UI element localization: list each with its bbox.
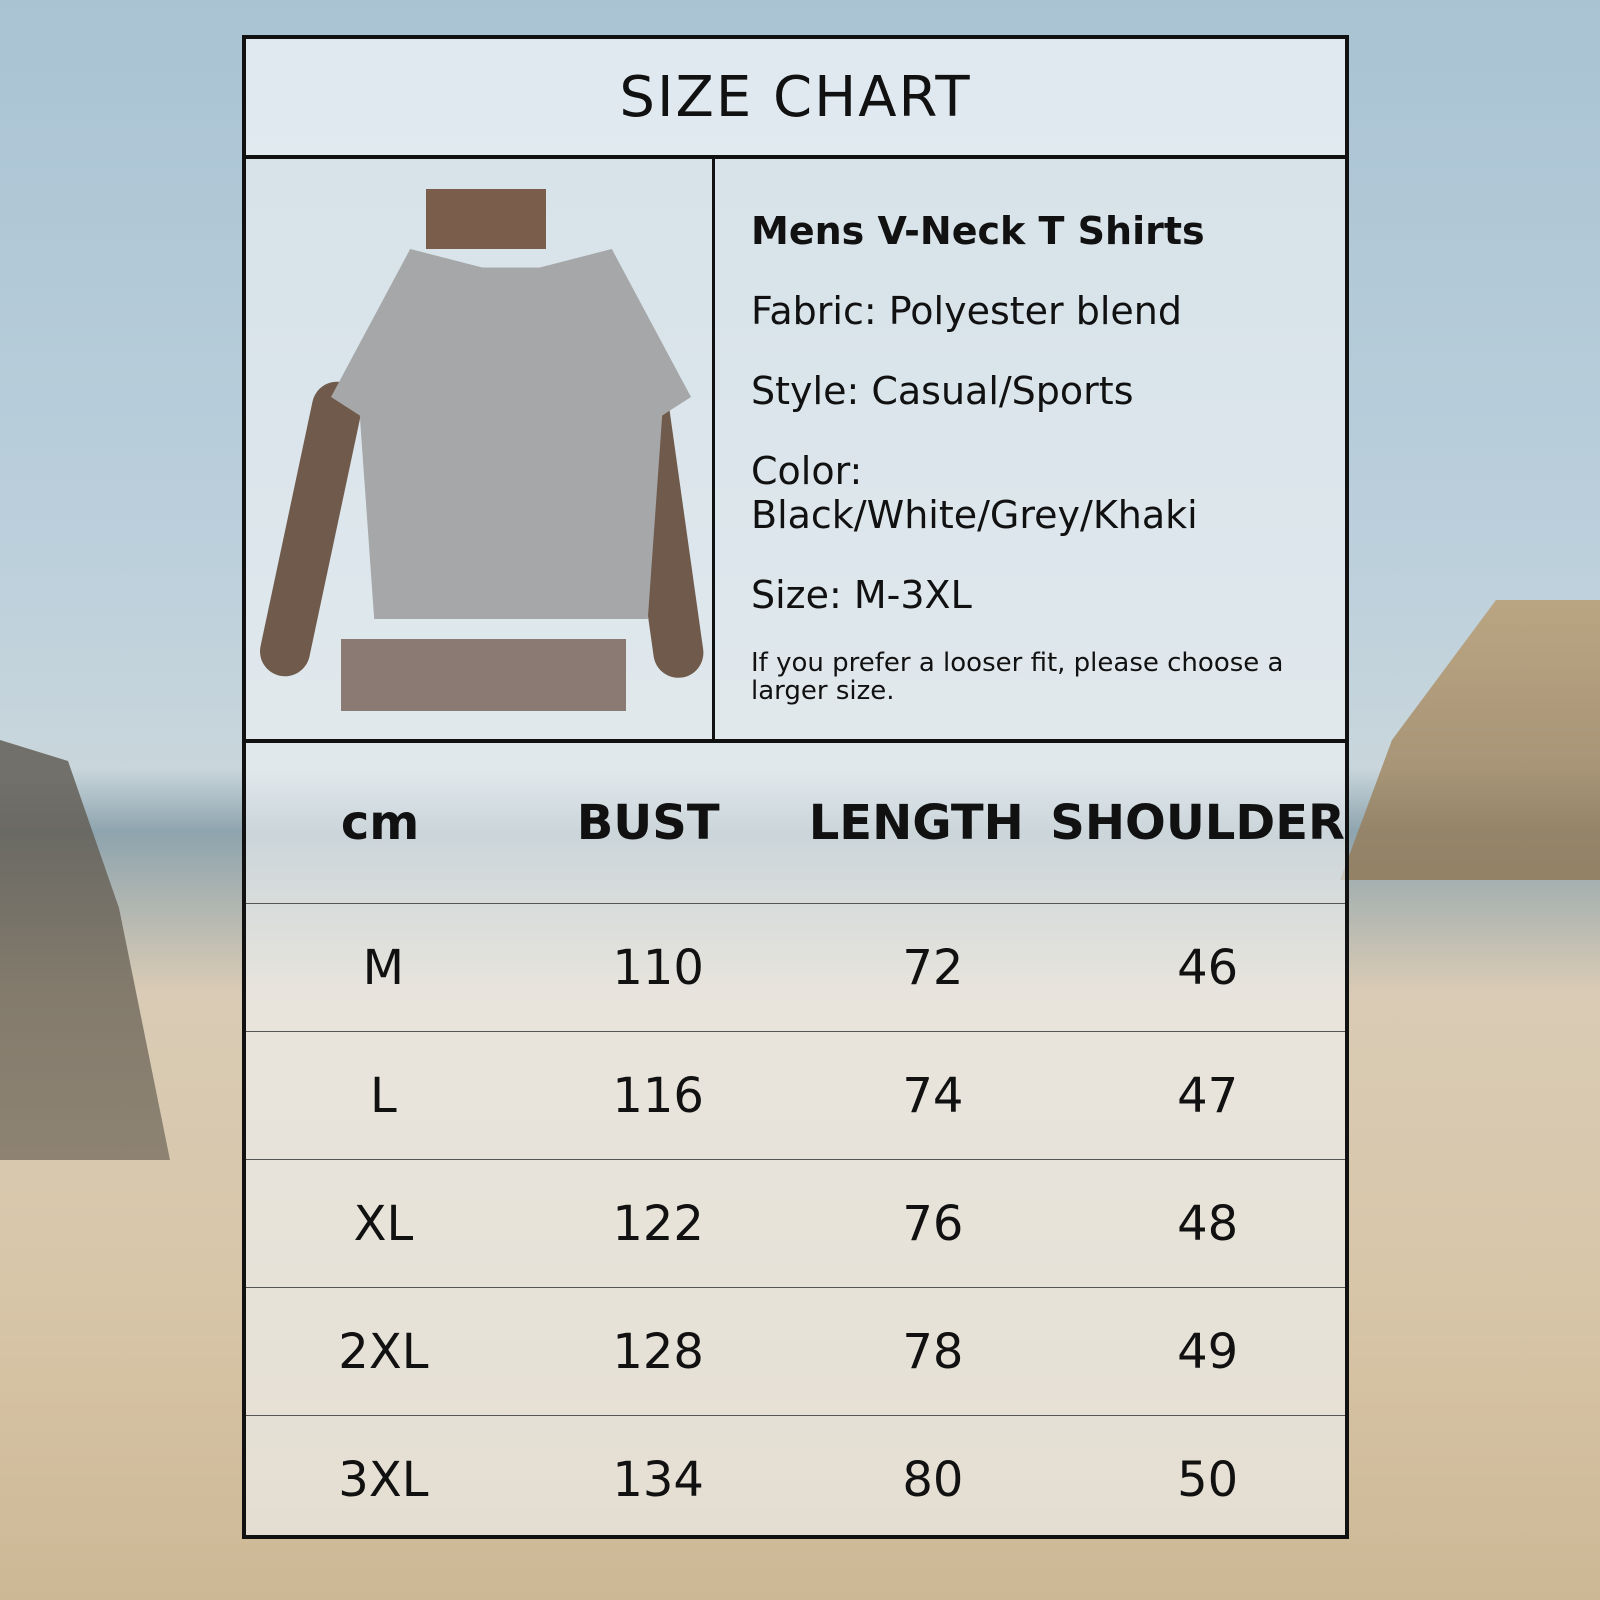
product-fabric: Fabric: Polyester blend [751,289,1183,333]
background-cliff [1340,600,1600,880]
title-row: SIZE CHART [246,39,1345,159]
size-table: cm BUST LENGTH SHOULDER M 110 72 46 L 116 74 47… [246,743,1345,1535]
header-cell: cm [340,795,420,851]
grey-shirt [331,249,691,619]
table-row: 2XL 128 78 49 [246,1288,1345,1416]
table-cell: 48 [1177,1195,1239,1252]
table-cell: 46 [1177,939,1239,996]
product-image [246,159,715,739]
table-cell: L [370,1067,397,1124]
table-cell: 47 [1177,1067,1239,1124]
table-cell: 122 [612,1195,704,1252]
product-style: Style: Casual/Sports [751,369,1134,413]
header-cell: SHOULDER [1050,795,1345,851]
table-cell: 128 [612,1323,704,1380]
product-name: Mens V-Neck T Shirts [751,209,1205,253]
table-cell: 134 [612,1451,704,1508]
product-info: Mens V-Neck T Shirts Fabric: Polyester b… [246,159,1345,743]
table-cell: 78 [902,1323,964,1380]
table-cell: 110 [612,939,704,996]
background-rock [0,740,170,1160]
table-cell: XL [353,1195,414,1252]
table-row: M 110 72 46 [246,904,1345,1032]
model-neck [426,189,546,249]
table-header: cm BUST LENGTH SHOULDER [246,743,1345,904]
table-cell: 74 [902,1067,964,1124]
size-chart-card: SIZE CHART Mens V-Neck T Shirts Fabric: … [242,35,1349,1539]
page-title: SIZE CHART [619,64,972,130]
fit-note: If you prefer a looser fit, please choos… [751,648,1284,706]
model-pants [341,639,626,711]
product-size: Size: M-3XL [751,573,972,617]
table-cell: 49 [1177,1323,1239,1380]
table-cell: 72 [902,939,964,996]
model-arm-left [255,377,367,681]
table-row: XL 122 76 48 [246,1160,1345,1288]
table-cell: 76 [902,1195,964,1252]
table-cell: M [362,939,405,996]
table-row: L 116 74 47 [246,1032,1345,1160]
table-row: 3XL 134 80 50 [246,1416,1345,1543]
table-cell: 116 [612,1067,704,1124]
product-details: Mens V-Neck T Shirts Fabric: Polyester b… [751,209,1315,741]
header-cell: BUST [576,795,720,851]
table-cell: 80 [902,1451,964,1508]
header-cell: LENGTH [808,795,1024,851]
table-cell: 50 [1177,1451,1239,1508]
table-cell: 3XL [338,1451,429,1508]
product-color: Color: Black/White/Grey/Khaki [751,449,1198,537]
table-cell: 2XL [338,1323,429,1380]
